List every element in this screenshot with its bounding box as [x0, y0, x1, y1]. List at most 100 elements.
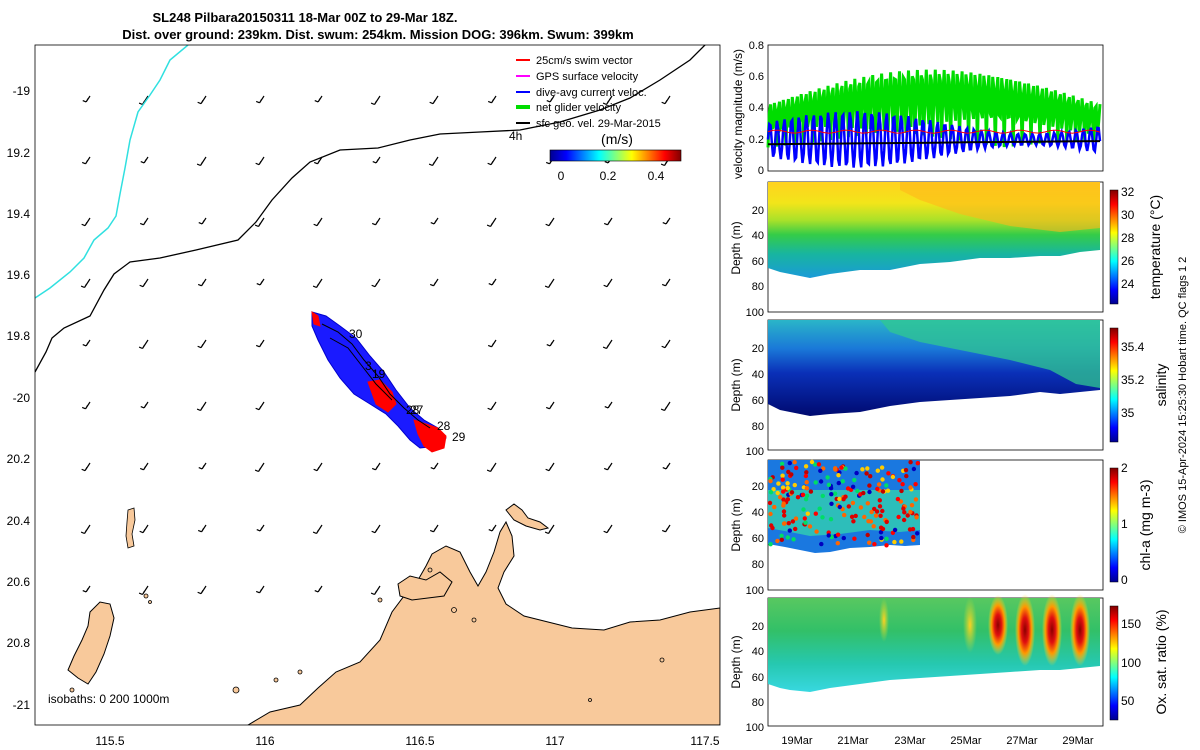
chla-sample-point	[794, 465, 799, 471]
chla-sample-point	[892, 539, 897, 545]
salinity-colorbar	[1109, 327, 1119, 443]
chla-sample-point	[779, 537, 784, 542]
chla-sample-point	[861, 490, 866, 496]
chla-sample-point	[768, 511, 773, 517]
colorbar-tick: 28	[1121, 231, 1135, 245]
surface-velocity-arrow	[256, 524, 265, 532]
surface-velocity-arrow	[486, 462, 497, 473]
chla-sample-point	[875, 486, 880, 492]
x-tick: 19Mar	[781, 735, 813, 747]
chla-sample-point	[898, 499, 904, 504]
y-tick: 80	[752, 559, 764, 571]
chla-sample-point	[804, 470, 809, 475]
chla-sample-point	[780, 485, 786, 490]
chla-sample-point	[855, 488, 860, 494]
oxygen-y-label: Depth (m)	[729, 635, 743, 688]
salinity-y-axis: 20 40 60 80 100 Depth (m)	[729, 343, 764, 458]
chla-sample-point	[871, 524, 876, 529]
swim-velocity-line	[767, 129, 1101, 134]
chla-sample-point	[789, 490, 795, 495]
chla-sample-point	[853, 513, 858, 519]
chla-sample-point	[835, 532, 841, 537]
chla-sample-point	[901, 506, 906, 511]
chla-sample-point	[792, 482, 797, 488]
colorbar-tick: 150	[1121, 617, 1141, 631]
surface-velocity-arrow	[139, 278, 149, 288]
chla-sample-point	[837, 504, 842, 510]
chla-sample-point	[791, 537, 796, 542]
surface-velocity-arrow	[255, 95, 265, 104]
oxygen-panel: 20 40 60 80 100 Depth (m) 19Mar 21Mar 23…	[729, 594, 1169, 747]
surface-velocity-arrow	[82, 95, 91, 103]
day-label: 27	[410, 403, 424, 417]
oxygen-y-axis: 20 40 60 80 100 Depth (m)	[729, 621, 764, 734]
velocity-y-axis: 0 0.2 0.4 0.6 0.8 velocity magnitude (m/…	[731, 40, 764, 179]
y-tick: 100	[746, 307, 764, 319]
day-label: 3	[365, 359, 372, 373]
surface-velocity-arrow	[312, 524, 323, 535]
chla-sample-point	[804, 493, 810, 498]
copyright-note: © IMOS 15-Apr-2024 15:25:30 Hobart time.…	[1177, 257, 1189, 534]
title-line-2: Dist. over ground: 239km. Dist. swum: 25…	[122, 27, 634, 42]
chla-sample-point	[897, 478, 902, 483]
swim-vector-track	[311, 310, 447, 453]
y-tick: 20	[752, 621, 764, 633]
surface-velocity-arrow	[661, 524, 671, 533]
chla-sample-point	[843, 494, 848, 499]
y-tick: 100	[746, 446, 764, 458]
chla-sample-point	[805, 511, 810, 516]
chla-sample-point	[865, 532, 870, 538]
surface-velocity-arrow	[80, 278, 91, 289]
surface-velocity-arrow	[602, 95, 613, 106]
oxygen-colorbar-label: Ox. sat. ratio (%)	[1153, 609, 1169, 714]
colorbar-tick: 1	[1121, 517, 1128, 531]
chla-sample-point	[858, 505, 864, 510]
oxygen-blooms	[879, 594, 1090, 666]
chla-sample-point	[884, 483, 889, 488]
chla-sample-point	[908, 485, 913, 490]
chla-sample-point	[864, 471, 869, 476]
chla-sample-point	[800, 492, 806, 497]
chla-sample-point	[903, 467, 909, 473]
chla-sample-point	[809, 459, 815, 465]
surface-velocity-arrow	[545, 401, 555, 410]
colorbar-tick: 0	[1121, 573, 1128, 587]
chla-sample-point	[910, 526, 916, 532]
chla-sample-point	[873, 513, 879, 518]
y-tick: 20.2	[7, 452, 31, 466]
speed-colorbar-tick: 0.4	[648, 169, 665, 183]
chla-sample-point	[786, 469, 791, 475]
y-tick: 40	[752, 230, 764, 242]
surface-velocity-arrow	[545, 462, 555, 472]
chla-sample-point	[778, 495, 783, 500]
y-tick: -19	[13, 84, 31, 98]
chla-sample-point	[804, 480, 809, 485]
chla-sample-point	[852, 536, 857, 541]
chla-sample-point	[804, 486, 810, 491]
speed-colorbar-label: (m/s)	[601, 131, 633, 147]
y-tick: 80	[752, 421, 764, 433]
chla-sample-point	[908, 509, 913, 515]
surface-velocity-arrow	[544, 278, 555, 289]
surface-velocity-arrow	[197, 524, 207, 533]
surface-velocity-arrow	[487, 339, 497, 348]
surface-velocity-arrow	[662, 462, 671, 470]
salinity-colorbar-ticks: 35 35.2 35.4	[1121, 340, 1145, 420]
chla-sample-point	[884, 519, 889, 525]
chla-sample-point	[787, 460, 792, 466]
surface-velocity-arrow	[428, 156, 439, 167]
map-legend: 25cm/s swim vector GPS surface velocity …	[516, 55, 661, 130]
chla-sample-point	[850, 500, 856, 506]
chla-sample-point	[911, 534, 916, 540]
y-tick: 20.6	[7, 575, 31, 589]
surface-velocity-arrow	[429, 95, 439, 105]
chla-sample-point	[780, 473, 785, 478]
surface-velocity-arrow	[197, 278, 207, 287]
chla-y-axis: 20 40 60 80 100 Depth (m)	[729, 481, 764, 597]
surface-velocity-arrow	[662, 217, 671, 225]
chla-y-label: Depth (m)	[729, 498, 743, 551]
isobath-0m	[35, 45, 189, 299]
chla-sample-point	[846, 504, 851, 509]
x-tick: 117	[545, 734, 564, 748]
x-tick: 29Mar	[1062, 735, 1094, 747]
